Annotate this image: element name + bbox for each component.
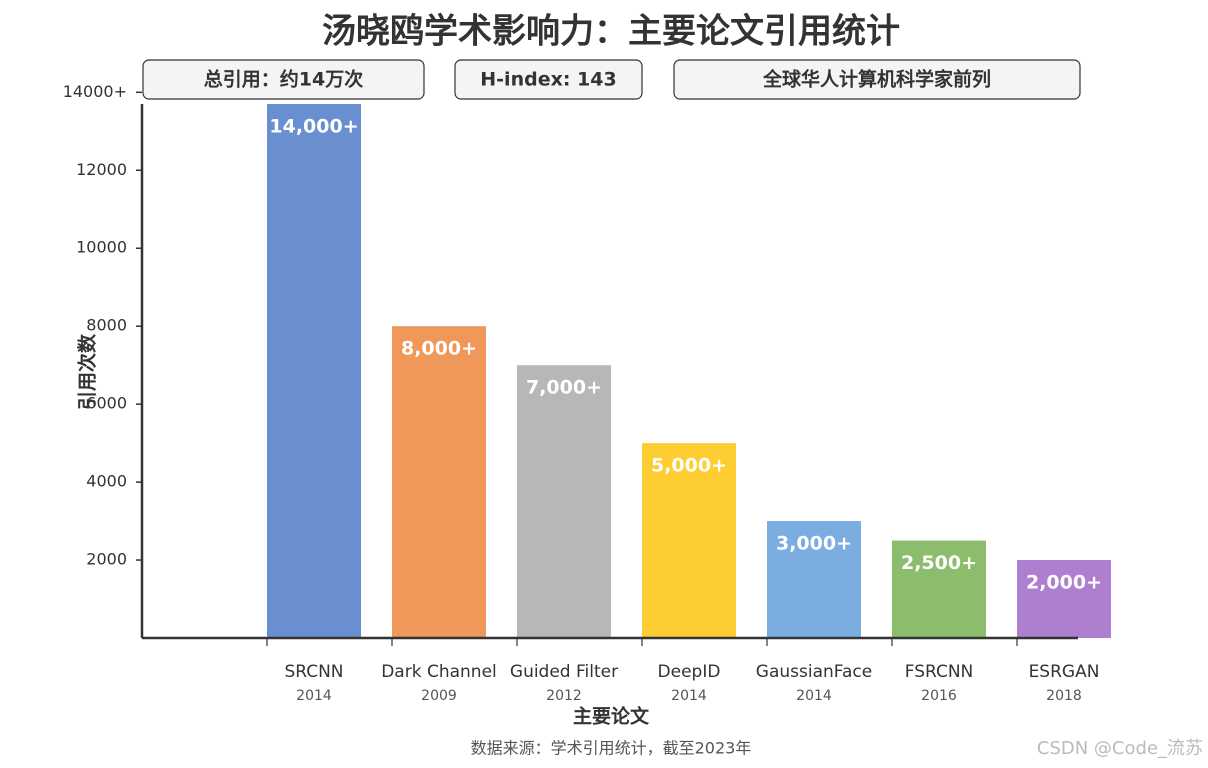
y-axis-label: 引用次数 (76, 333, 99, 410)
annotation-box (142, 59, 425, 100)
source-note: 数据来源：学术引用统计，截至2023年 (471, 739, 752, 758)
value-label: 14,000+ (269, 116, 358, 138)
x-tick-year: 2014 (796, 688, 832, 704)
x-tick-year: 2018 (1046, 688, 1082, 704)
value-label: 8,000+ (401, 338, 477, 360)
value-label: 7,000+ (526, 377, 602, 399)
annotation-box (454, 59, 643, 100)
y-tick-label: 12000 (76, 160, 127, 179)
annotation: H-index: 143 (480, 69, 616, 91)
bar (642, 443, 736, 638)
bar (392, 326, 486, 638)
y-tick-label: 14000+ (63, 82, 127, 101)
y-tick-label: 4000 (86, 472, 127, 491)
value-label: 2,000+ (1026, 572, 1102, 594)
y-tick-label: 10000 (76, 238, 127, 257)
bar (892, 540, 986, 638)
y-tick-label: 6000 (86, 394, 127, 413)
x-tick-label: Guided Filter (510, 662, 618, 682)
y-tick-label: 2000 (86, 550, 127, 569)
x-axis-label: 主要论文 (573, 705, 650, 728)
x-tick-year: 2014 (296, 688, 332, 704)
x-tick-year: 2016 (921, 688, 957, 704)
x-tick-label: DeepID (658, 662, 721, 682)
x-tick-label: GaussianFace (756, 662, 872, 682)
bar (1017, 560, 1111, 638)
annotation: 全球华人计算机科学家前列 (762, 68, 991, 91)
x-tick-label: FSRCNN (905, 662, 974, 682)
value-label: 2,500+ (901, 552, 977, 574)
x-tick-year: 2012 (546, 688, 582, 704)
y-tick-label: 8000 (86, 316, 127, 335)
x-tick-year: 2014 (671, 688, 707, 704)
x-tick-year: 2009 (421, 688, 457, 704)
annotation-box (673, 59, 1081, 100)
watermark: CSDN @Code_流苏 (1037, 738, 1203, 759)
chart-title: 汤晓鸥学术影响力：主要论文引用统计 (322, 12, 900, 52)
bar (267, 104, 361, 638)
bar (517, 365, 611, 638)
annotation: 总引用：约14万次 (204, 68, 363, 91)
value-label: 3,000+ (776, 533, 852, 555)
bar (767, 521, 861, 638)
x-tick-label: ESRGAN (1029, 662, 1100, 682)
x-tick-label: SRCNN (284, 662, 343, 682)
value-label: 5,000+ (651, 455, 727, 477)
x-tick-label: Dark Channel (381, 662, 497, 682)
